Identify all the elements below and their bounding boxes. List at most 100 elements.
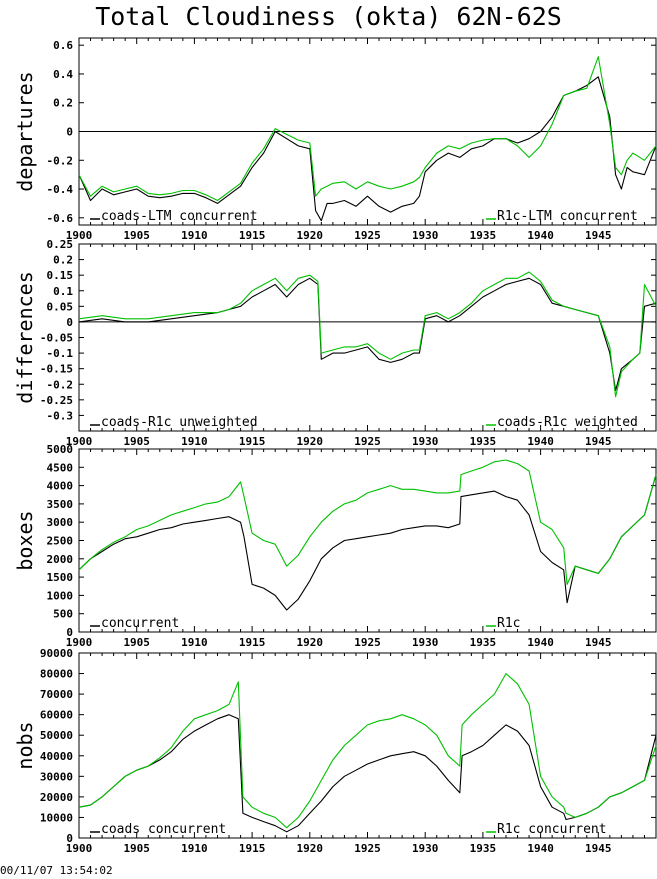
x-tick-label: 1905 xyxy=(123,842,150,855)
legend-label: coads concurrent xyxy=(101,822,226,837)
x-tick-label: 1945 xyxy=(585,229,612,242)
y-tick-label: -0.1 xyxy=(47,347,74,360)
y-axis-label-differences: differences xyxy=(13,271,37,403)
x-tick-label: 1945 xyxy=(585,435,612,448)
y-tick-label: -0.2 xyxy=(47,154,74,167)
series-line-coads-concurrent xyxy=(78,714,657,833)
x-tick-label: 1900 xyxy=(66,435,93,448)
y-axis-label-departures: departures xyxy=(13,71,37,191)
y-tick-label: 0.15 xyxy=(47,269,74,282)
x-tick-label: 1900 xyxy=(66,229,93,242)
plot-frame-differences xyxy=(78,243,657,432)
x-tick-label: 1940 xyxy=(527,636,554,649)
y-tick-label: 0.25 xyxy=(47,238,74,251)
x-tick-label: 1935 xyxy=(470,435,497,448)
x-tick-label: 1915 xyxy=(239,435,266,448)
y-tick-label: 0.2 xyxy=(53,254,73,267)
series-line-coads-ltm-concurrent xyxy=(78,76,657,222)
legend-label: concurrent xyxy=(101,616,179,631)
y-tick-label: 1000 xyxy=(47,589,74,602)
x-tick-label: 1940 xyxy=(527,842,554,855)
y-tick-label: 4000 xyxy=(47,480,74,493)
y-axis-label-nobs: nobs xyxy=(13,721,37,769)
chart-title: Total Cloudiness (okta) 62N-62S xyxy=(95,2,562,31)
y-tick-label: 90000 xyxy=(40,647,73,660)
series-line-r1c-concurrent xyxy=(78,673,657,829)
x-tick-label: 1940 xyxy=(527,229,554,242)
y-tick-label: 3000 xyxy=(47,516,74,529)
legend-label: coads-R1c unweighted xyxy=(101,415,258,430)
x-tick-label: 1910 xyxy=(181,636,208,649)
x-tick-label: 1925 xyxy=(354,842,381,855)
y-tick-label: -0.15 xyxy=(40,363,73,376)
x-tick-label: 1930 xyxy=(412,636,439,649)
series-line-concurrent xyxy=(78,474,657,611)
y-tick-label: 40000 xyxy=(40,750,73,763)
x-tick-label: 1910 xyxy=(181,229,208,242)
y-tick-label: -0.05 xyxy=(40,332,73,345)
y-tick-label: 0.05 xyxy=(47,300,74,313)
x-tick-label: 1940 xyxy=(527,435,554,448)
y-tick-label: 0 xyxy=(66,832,73,845)
x-tick-label: 1910 xyxy=(181,435,208,448)
timestamp-footer: 00/11/07 13:54:02 xyxy=(0,864,113,877)
y-tick-label: 0 xyxy=(66,316,73,329)
x-tick-label: 1905 xyxy=(123,435,150,448)
y-tick-label: -0.4 xyxy=(47,183,74,196)
series-line-coads-r1c-weighted xyxy=(78,271,657,398)
y-tick-label: 0 xyxy=(66,626,73,639)
legend-label: coads-LTM concurrent xyxy=(101,209,258,224)
plot-frame-boxes xyxy=(78,448,657,633)
y-tick-label: 0.2 xyxy=(53,97,73,110)
series-line-r1c-ltm-concurrent xyxy=(78,56,657,202)
x-tick-label: 1930 xyxy=(412,229,439,242)
x-tick-label: 1935 xyxy=(470,229,497,242)
y-tick-label: 2500 xyxy=(47,535,74,548)
legend-label: R1c-LTM concurrent xyxy=(497,209,638,224)
x-tick-label: 1905 xyxy=(123,636,150,649)
y-tick-label: 1500 xyxy=(47,571,74,584)
y-tick-label: 30000 xyxy=(40,770,73,783)
y-tick-label: 0.4 xyxy=(53,68,73,81)
x-tick-label: 1930 xyxy=(412,435,439,448)
series-line-coads-r1c-unweighted xyxy=(78,277,657,392)
x-tick-label: 1920 xyxy=(297,842,324,855)
x-tick-label: 1920 xyxy=(297,435,324,448)
x-tick-label: 1905 xyxy=(123,229,150,242)
x-tick-label: 1910 xyxy=(181,842,208,855)
y-tick-label: -0.25 xyxy=(40,394,73,407)
x-tick-label: 1900 xyxy=(66,842,93,855)
plot-frame-nobs xyxy=(78,652,657,839)
x-tick-label: 1915 xyxy=(239,229,266,242)
y-tick-label: -0.2 xyxy=(47,378,74,391)
x-tick-label: 1900 xyxy=(66,636,93,649)
y-tick-label: 50000 xyxy=(40,729,73,742)
x-tick-label: 1915 xyxy=(239,842,266,855)
x-tick-label: 1920 xyxy=(297,229,324,242)
x-tick-label: 1925 xyxy=(354,229,381,242)
y-tick-label: 3500 xyxy=(47,498,74,511)
y-tick-label: 70000 xyxy=(40,688,73,701)
x-tick-label: 1930 xyxy=(412,842,439,855)
y-tick-label: 2000 xyxy=(47,553,74,566)
y-tick-label: -0.6 xyxy=(47,212,74,225)
y-axis-label-boxes: boxes xyxy=(13,510,37,570)
series-line-r1c xyxy=(78,459,657,585)
y-tick-label: 5000 xyxy=(47,443,74,456)
x-tick-label: 1925 xyxy=(354,435,381,448)
x-tick-label: 1935 xyxy=(470,636,497,649)
x-tick-label: 1925 xyxy=(354,636,381,649)
legend-label: R1c concurrent xyxy=(497,822,607,837)
y-tick-label: 0.6 xyxy=(53,39,73,52)
y-tick-label: 500 xyxy=(53,608,73,621)
y-tick-label: 4500 xyxy=(47,461,74,474)
x-tick-label: 1915 xyxy=(239,636,266,649)
x-tick-label: 1920 xyxy=(297,636,324,649)
y-tick-label: -0.3 xyxy=(47,409,74,422)
legend-label: coads-R1c weighted xyxy=(497,415,638,430)
y-tick-label: 80000 xyxy=(40,668,73,681)
y-tick-label: 60000 xyxy=(40,709,73,722)
legend-label: R1c xyxy=(497,616,520,631)
x-tick-label: 1945 xyxy=(585,636,612,649)
